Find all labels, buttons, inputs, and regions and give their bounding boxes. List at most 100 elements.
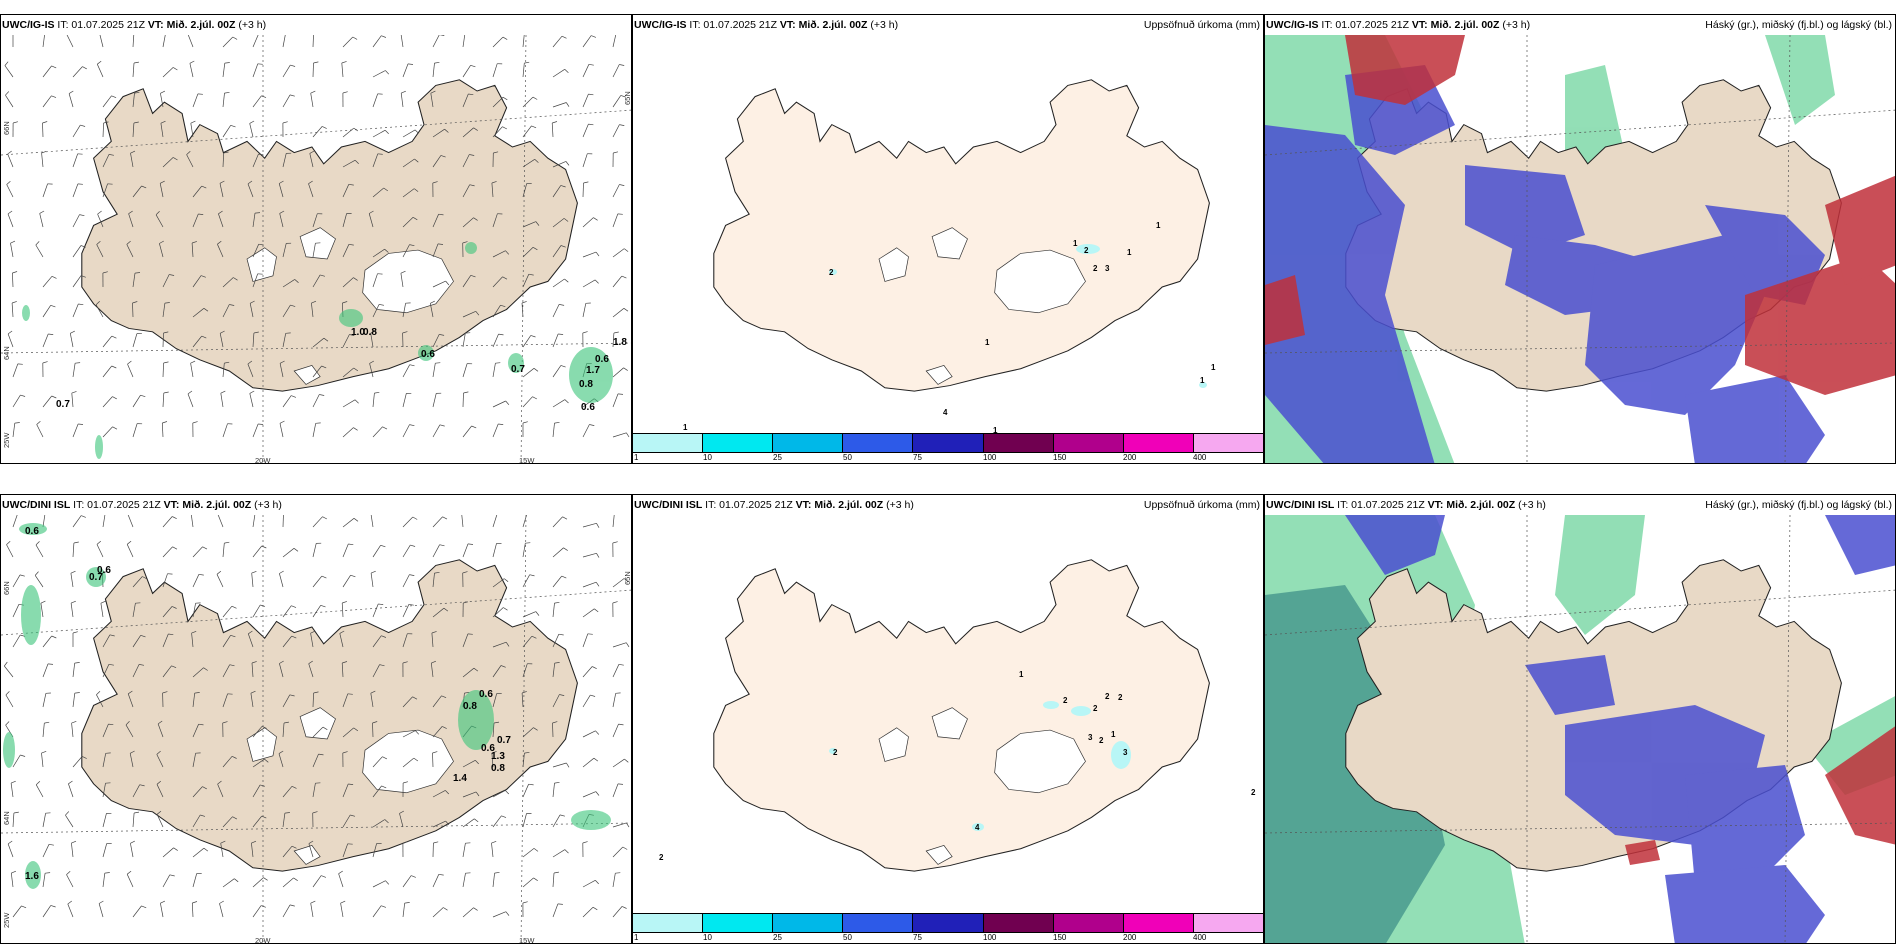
wind-barb — [430, 93, 434, 108]
wind-barb — [217, 783, 224, 798]
wind-barb — [41, 153, 44, 168]
legend-swatch — [1123, 434, 1194, 452]
wind-barb-feather — [612, 541, 618, 544]
wind-barb-feather — [263, 877, 268, 881]
wind-barb — [217, 244, 224, 258]
wind-barb — [282, 635, 292, 648]
wind-barb — [102, 396, 113, 408]
wind-barb-feather — [619, 64, 625, 66]
wind-barb — [342, 36, 354, 48]
wind-barb — [582, 522, 597, 528]
wind-barb-feather — [80, 124, 86, 127]
wind-barb — [522, 611, 537, 618]
wind-barb-feather — [353, 127, 359, 132]
wind-barb — [252, 515, 256, 528]
wind-barb — [582, 879, 596, 888]
wind-barb — [42, 663, 49, 678]
wind-barb — [39, 213, 44, 228]
wind-barb — [132, 333, 138, 348]
wind-barb — [102, 873, 106, 888]
wind-barb-feather — [592, 906, 598, 911]
wind-barb — [372, 426, 383, 438]
wind-barb — [312, 213, 318, 228]
wind-barb-feather — [554, 601, 560, 604]
wind-barb-feather — [340, 900, 346, 904]
wind-barb — [222, 63, 226, 78]
wind-barb-feather — [12, 271, 18, 274]
wind-barb-feather — [535, 221, 540, 226]
wind-barb-feather — [521, 301, 527, 304]
wind-barb — [492, 305, 501, 318]
wind-barb — [42, 693, 47, 708]
wind-barb-feather — [173, 67, 178, 71]
wind-barb-feather — [51, 635, 57, 639]
wind-barb — [252, 35, 259, 48]
wind-barb-feather — [156, 780, 162, 785]
wind-barb-feather — [384, 248, 389, 253]
wind-barb — [342, 184, 350, 198]
wind-barb-feather — [354, 399, 359, 404]
iceland-landmass — [81, 79, 578, 392]
wind-barb-feather — [35, 541, 40, 546]
wind-barb — [192, 93, 199, 108]
legend-swatch — [1193, 434, 1263, 452]
wind-barb-feather — [412, 216, 418, 221]
wind-barb-feather — [172, 516, 177, 520]
wind-barb-feather — [491, 181, 497, 184]
legend-label: 75 — [913, 933, 922, 942]
wind-barb — [582, 694, 591, 708]
wind-barb — [552, 161, 567, 168]
vt-label: VT: — [163, 499, 180, 511]
wind-barb — [192, 275, 202, 288]
wind-barb-feather — [385, 70, 390, 75]
wind-barb — [432, 544, 440, 558]
wind-barb-feather — [348, 543, 354, 546]
wind-barb-feather — [413, 757, 419, 762]
lead-time: (+3 h) — [238, 19, 267, 31]
wind-barb — [308, 843, 314, 858]
lat-label-66n: 66N — [2, 581, 11, 595]
wind-barb — [12, 272, 14, 288]
precip-map: 1 2 2 2 2 3 2 1 3 2 2 4 2 — [659, 559, 1256, 872]
wind-barb-feather — [623, 248, 629, 252]
wind-barb — [372, 187, 384, 198]
wind-barb — [341, 62, 344, 78]
wind-barb-feather — [339, 630, 345, 634]
wind-barb-feather — [565, 161, 570, 166]
wind-barb — [372, 248, 385, 258]
wind-barb-feather — [409, 364, 415, 367]
wind-barb — [35, 544, 44, 558]
wind-barb — [612, 332, 615, 348]
wind-barb — [522, 335, 532, 348]
legend-labels: 1 10 25 50 75 100 150 200 400 — [633, 453, 1263, 463]
wind-barb-feather — [163, 331, 169, 334]
wind-barb — [402, 633, 408, 648]
wind-barb-feather — [338, 870, 343, 874]
wind-barb-feather — [445, 820, 450, 826]
wind-barb-feather — [160, 120, 166, 124]
wind-barb-feather — [432, 181, 438, 184]
wind-barb — [552, 575, 562, 588]
wind-barb — [222, 756, 233, 768]
wind-barb — [65, 815, 74, 828]
wind-barb — [247, 183, 254, 198]
wind-barb-feather — [173, 157, 178, 161]
wind-barb-feather — [626, 642, 630, 648]
wind-barb — [552, 872, 555, 888]
wind-barb — [126, 874, 134, 888]
wind-barb — [432, 607, 445, 618]
wind-barb-feather — [279, 660, 284, 664]
wind-barb-feather — [319, 394, 325, 396]
wind-barb-feather — [622, 846, 628, 850]
precip-patches — [829, 244, 1207, 388]
legend-swatch — [843, 914, 914, 932]
wind-barb-feather — [157, 720, 163, 725]
wind-barb — [41, 753, 44, 768]
wind-barb-feather — [353, 518, 359, 522]
wind-barb — [522, 35, 525, 48]
wind-barbs — [4, 35, 630, 438]
wind-barb — [162, 303, 166, 318]
wind-barb-feather — [13, 811, 19, 814]
wind-barb-feather — [98, 900, 104, 904]
wind-barb-feather — [342, 751, 348, 754]
